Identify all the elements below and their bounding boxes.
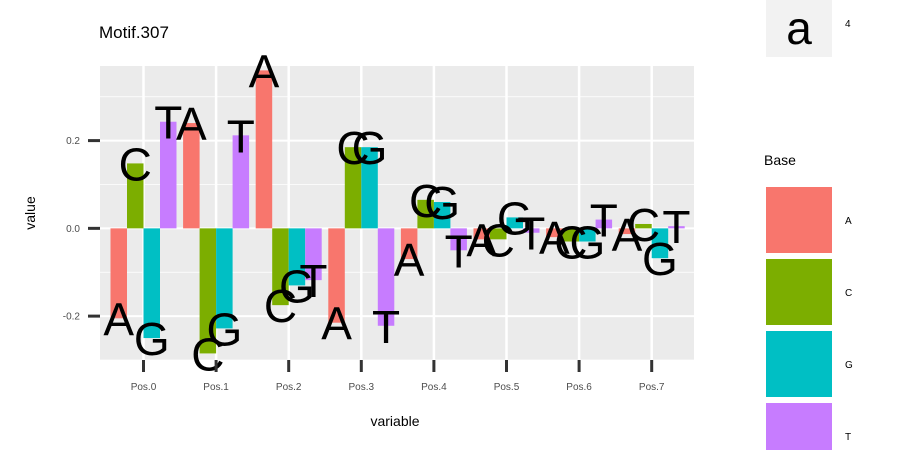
bar-letter: G [134, 313, 170, 365]
bar [417, 199, 434, 229]
bar-letter: C [409, 175, 442, 227]
bar-letter: T [662, 201, 690, 253]
y-axis-title: value [22, 196, 38, 230]
bar [377, 228, 395, 326]
x-tick-label: Pos.5 [494, 382, 520, 393]
legend-swatch [766, 403, 832, 450]
bar-letter: T [445, 225, 473, 277]
legend-label: T [845, 432, 851, 443]
bar [328, 228, 345, 323]
bar [490, 228, 507, 240]
bar [506, 217, 523, 229]
legend-label: G [845, 360, 853, 371]
bar [546, 228, 563, 238]
bar-letter: G [497, 192, 533, 244]
legend-label: A [845, 216, 852, 227]
bar [361, 147, 378, 229]
bar [618, 228, 636, 235]
y-tick-label: -0.2 [63, 312, 81, 323]
bar [255, 70, 273, 229]
bar-letter: T [154, 97, 182, 149]
legend: Base A C G T [764, 152, 853, 450]
bar [160, 121, 177, 229]
bar [183, 123, 200, 229]
y-tick-label: 0.0 [66, 224, 80, 235]
x-tick-label: Pos.0 [131, 382, 157, 393]
x-tick-label: Pos.2 [276, 382, 302, 393]
legend-swatch [766, 331, 832, 397]
bar [450, 228, 467, 251]
bar [433, 202, 451, 229]
bar [523, 228, 540, 233]
bar-letter: A [394, 234, 425, 286]
legend-swatch [766, 187, 832, 253]
x-tick-label: Pos.3 [349, 382, 375, 393]
legend-title: Base [764, 152, 796, 168]
bar [288, 228, 306, 286]
bar [110, 228, 127, 319]
bar [562, 228, 580, 242]
bar-letter: G [569, 217, 605, 269]
bar-letter: T [299, 255, 327, 307]
bar-letter: A [249, 45, 280, 97]
y-axis: -0.2 0.0 0.2 [63, 136, 100, 323]
bar [143, 228, 160, 339]
x-axis-title: variable [370, 413, 419, 429]
bar-letter: A [321, 298, 352, 350]
chart-title: Motif.307 [99, 23, 169, 42]
bar-letter: G [279, 260, 315, 312]
bar [579, 228, 596, 242]
bar-letter: C [627, 199, 660, 251]
x-tick-label: Pos.7 [639, 382, 665, 393]
x-axis: Pos.0 Pos.1 Pos.2 Pos.3 Pos.4 Pos.5 Pos.6 Pos.7 [131, 360, 665, 393]
bar-letter: A [466, 214, 497, 266]
key-glyph: a [786, 2, 812, 54]
bar-letter: G [642, 233, 678, 285]
y-tick-label: 0.2 [66, 136, 80, 147]
bar [199, 228, 217, 354]
bar [473, 228, 490, 240]
bar-letter: A [103, 293, 134, 345]
bar [344, 147, 362, 229]
bar [400, 228, 418, 260]
bar [127, 163, 144, 229]
legend-swatch [766, 259, 832, 325]
bar-letter: G [206, 303, 242, 355]
bar-letter: A [612, 209, 643, 261]
bar [216, 228, 233, 329]
bar-letter: G [424, 177, 460, 229]
bar [668, 226, 685, 229]
bar-letter: T [590, 195, 618, 247]
letter-size-key: a 4 [766, 0, 851, 57]
key-label: 4 [845, 19, 851, 30]
bar [272, 228, 289, 306]
legend-label: C [845, 288, 852, 299]
bar-letter: C [554, 217, 587, 269]
bar-letter: C [191, 328, 224, 380]
bar [651, 228, 669, 259]
bar-letter: A [539, 212, 570, 264]
bar [635, 223, 652, 229]
bar-letter: C [482, 214, 515, 266]
bar-letter: C [264, 280, 297, 332]
bar-letter: T [517, 208, 545, 260]
bar [595, 219, 613, 229]
x-tick-label: Pos.6 [566, 382, 592, 393]
key-background [766, 0, 832, 57]
bar-letter: T [227, 110, 255, 162]
x-tick-label: Pos.4 [421, 382, 447, 393]
bars [110, 70, 685, 354]
x-tick-label: Pos.1 [203, 382, 229, 393]
bar [305, 228, 322, 281]
bar-letter: C [336, 122, 369, 174]
bar-letter: G [352, 122, 388, 174]
bar-letter: C [119, 138, 152, 190]
bar [232, 135, 250, 229]
bar-letter: T [372, 301, 400, 353]
bar-letter: A [176, 98, 207, 150]
